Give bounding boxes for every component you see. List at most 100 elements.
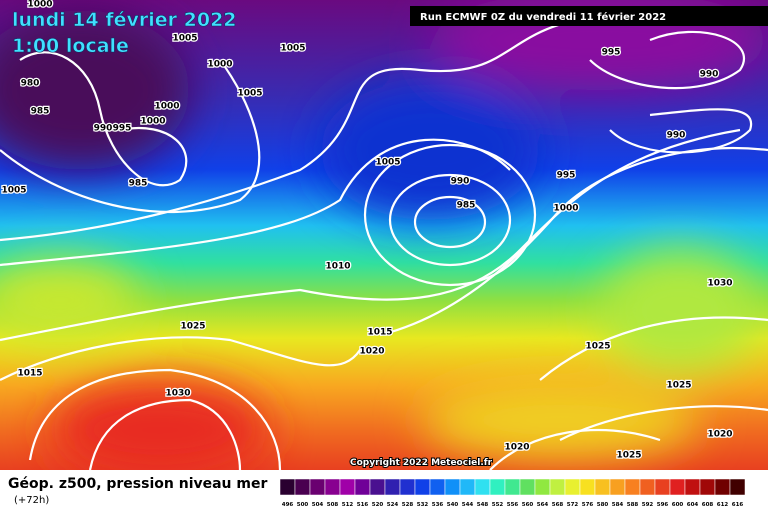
colorbar-label: 508: [327, 502, 339, 508]
isobar-label: 1030: [707, 279, 732, 289]
footer-title: Géop. z500, pression niveau mer: [8, 476, 267, 492]
isobar-label: 1005: [237, 89, 262, 99]
isobar-label: 985: [31, 107, 50, 117]
isobar-label: 990: [667, 131, 686, 141]
colorbar-label: 616: [732, 502, 744, 508]
isobar-label: 995: [113, 124, 132, 134]
colorbar-label: 584: [612, 502, 624, 508]
colorbar-swatch: [714, 478, 731, 496]
colorbar: 496 500 504 508 512 516 520 524 528 532 536 540 544 5…: [279, 478, 746, 508]
colorbar-swatch: [474, 478, 491, 496]
colorbar-swatch: [309, 478, 326, 496]
colorbar-swatch: [594, 478, 611, 496]
colorbar-swatch: [654, 478, 671, 496]
colorbar-label: 596: [657, 502, 669, 508]
isobars: [0, 13, 768, 471]
colorbar-swatch: [324, 478, 341, 496]
colorbar-swatch: [534, 478, 551, 496]
isobar-label: 990: [700, 70, 719, 80]
isobar-label: 990: [451, 177, 470, 187]
isobar-label: 1005: [375, 158, 400, 168]
isobar-label: 995: [602, 48, 621, 58]
colorbar-swatch: [279, 478, 296, 496]
colorbar-swatch: [564, 478, 581, 496]
isobar-label: 1015: [367, 328, 392, 338]
colorbar-label: 564: [537, 502, 549, 508]
isobar-label: 1025: [666, 381, 691, 391]
isobar-label: 1015: [17, 369, 42, 379]
isobar-label: 1020: [707, 430, 732, 440]
colorbar-label: 556: [507, 502, 519, 508]
colorbar-swatch: [639, 478, 656, 496]
colorbar-label: 524: [387, 502, 399, 508]
isobar-label: 1000: [27, 0, 52, 10]
colorbar-label: 568: [552, 502, 564, 508]
colorbar-swatch: [579, 478, 596, 496]
colorbar-swatch: [294, 478, 311, 496]
isobar-label: 1000: [154, 102, 179, 112]
colorbar-swatch: [549, 478, 566, 496]
colorbar-label: 604: [687, 502, 699, 508]
isobar-label: 1025: [585, 342, 610, 352]
colorbar-swatch: [699, 478, 716, 496]
forecast-date: lundi 14 février 2022: [12, 9, 237, 31]
isobar-label: 1020: [504, 443, 529, 453]
colorbar-label: 572: [567, 502, 579, 508]
colorbar-label: 500: [297, 502, 309, 508]
lead-time: (+72h): [14, 495, 49, 506]
colorbar-label: 588: [627, 502, 639, 508]
colorbar-swatch: [354, 478, 371, 496]
colorbar-swatch: [339, 478, 356, 496]
colorbar-label: 512: [342, 502, 354, 508]
colorbar-label: 536: [432, 502, 444, 508]
colorbar-swatch: [489, 478, 506, 496]
colorbar-label: 516: [357, 502, 369, 508]
isobar-label: 1010: [325, 262, 350, 272]
forecast-time: 1:00 locale: [12, 35, 129, 57]
isobar-label: 995: [557, 171, 576, 181]
isobar-label: 1005: [172, 34, 197, 44]
isobar-label: 1000: [140, 117, 165, 127]
isobar-label: 980: [21, 79, 40, 89]
isobar-label: 985: [129, 179, 148, 189]
colorbar-swatch: [609, 478, 626, 496]
isobar-label: 1020: [359, 347, 384, 357]
colorbar-swatch: [669, 478, 686, 496]
colorbar-swatch: [384, 478, 401, 496]
colorbar-swatch: [729, 478, 746, 496]
colorbar-label: 592: [642, 502, 654, 508]
isobar-label: 1000: [207, 60, 232, 70]
isobar-label: 1025: [616, 451, 641, 461]
colorbar-swatch: [429, 478, 446, 496]
copyright: Copyright 2022 Meteociel.fr: [350, 458, 493, 468]
colorbar-swatch: [414, 478, 431, 496]
colorbar-label: 576: [582, 502, 594, 508]
colorbar-label: 528: [402, 502, 414, 508]
run-banner: [410, 6, 768, 26]
colorbar-label: 520: [372, 502, 384, 508]
colorbar-swatch: [459, 478, 476, 496]
colorbar-label: 496: [282, 502, 294, 508]
colorbar-swatch: [399, 478, 416, 496]
isobar-label: 1005: [280, 44, 305, 54]
colorbar-swatch: [624, 478, 641, 496]
colorbar-swatch: [369, 478, 386, 496]
isobar-label: 1025: [180, 322, 205, 332]
colorbar-label: 600: [672, 502, 684, 508]
colorbar-label: 544: [462, 502, 474, 508]
colorbar-label: 612: [717, 502, 729, 508]
run-info: Run ECMWF 0Z du vendredi 11 février 2022: [420, 11, 666, 23]
colorbar-swatch: [519, 478, 536, 496]
isobar-label: 1005: [1, 186, 26, 196]
colorbar-swatch: [684, 478, 701, 496]
colorbar-label: 560: [522, 502, 534, 508]
isobar-label: 985: [457, 201, 476, 211]
colorbar-label: 580: [597, 502, 609, 508]
colorbar-label: 540: [447, 502, 459, 508]
colorbar-label: 532: [417, 502, 429, 508]
isobar-label: 1030: [165, 389, 190, 399]
colorbar-label: 504: [312, 502, 324, 508]
colorbar-swatch: [504, 478, 521, 496]
colorbar-label: 548: [477, 502, 489, 508]
